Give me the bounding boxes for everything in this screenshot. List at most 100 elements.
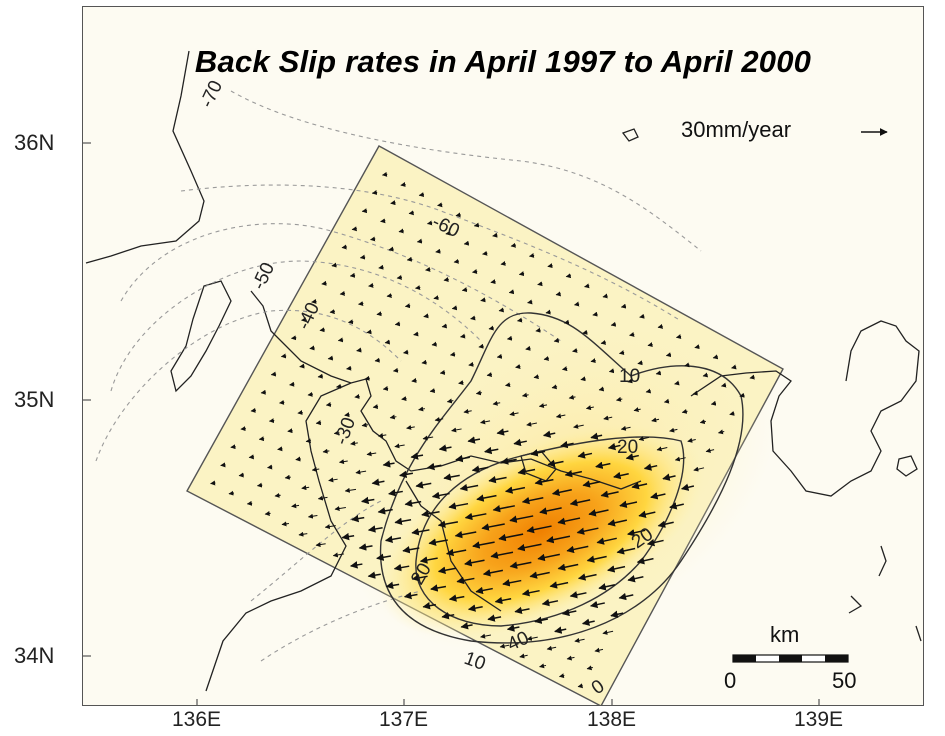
slip-vector-arrow bbox=[406, 256, 413, 262]
slip-vector-arrow bbox=[311, 298, 317, 304]
slip-vector-arrow bbox=[557, 517, 581, 525]
slip-vector-arrow bbox=[384, 535, 402, 544]
slip-vector-arrow bbox=[403, 349, 409, 355]
slip-vector-arrow bbox=[551, 488, 572, 497]
slip-vector-arrow bbox=[710, 400, 717, 406]
slip-vector-arrow bbox=[400, 182, 406, 187]
slip-vector-arrow bbox=[566, 655, 575, 661]
slip-vector-arrow bbox=[438, 444, 452, 452]
contour-label: -70 bbox=[196, 77, 227, 111]
slip-vector-arrow bbox=[337, 337, 344, 343]
slip-vector-arrow bbox=[602, 630, 614, 635]
slip-vector-arrow bbox=[317, 495, 328, 501]
slip-vector-arrow bbox=[374, 357, 380, 363]
slip-vector-arrow bbox=[620, 303, 627, 309]
slip-vector-arrow bbox=[509, 411, 519, 417]
slip-vector-arrow bbox=[681, 408, 688, 414]
slip-vector-arrow bbox=[573, 301, 580, 307]
slip-vector-arrow bbox=[645, 388, 652, 394]
slip-vector-arrow bbox=[445, 230, 451, 236]
slip-vector-arrow bbox=[598, 583, 616, 591]
slip-vector-arrow bbox=[705, 448, 715, 453]
slip-vector-arrow bbox=[656, 446, 668, 452]
slip-vector-arrow bbox=[401, 396, 407, 402]
slip-vector-arrow bbox=[332, 552, 345, 558]
slip-vector-arrow bbox=[339, 290, 346, 296]
slip-vector-arrow bbox=[541, 598, 559, 607]
slip-vector-arrow bbox=[344, 487, 357, 493]
slip-vector-arrow bbox=[473, 222, 480, 228]
slip-vector-arrow bbox=[364, 375, 370, 381]
slip-vector-arrow bbox=[358, 543, 373, 551]
slip-vector-arrow bbox=[647, 342, 653, 347]
slip-vector-arrow bbox=[411, 528, 430, 536]
slip-vector-arrow bbox=[347, 319, 354, 325]
slip-high-zone bbox=[378, 424, 704, 638]
slip-vector-arrow bbox=[586, 665, 593, 671]
slip-vector-arrow bbox=[515, 364, 521, 369]
slip-vector-arrow bbox=[335, 383, 342, 389]
slip-vector-arrow bbox=[749, 374, 755, 380]
slip-vector-arrow bbox=[396, 274, 403, 280]
slip-vector-arrow bbox=[486, 372, 493, 377]
slip-vector-arrow bbox=[475, 586, 493, 595]
slip-vector-arrow bbox=[519, 653, 528, 659]
slip-vector-arrow bbox=[416, 238, 423, 244]
contour-label: -50 bbox=[248, 259, 279, 293]
slip-vector-arrow bbox=[592, 311, 598, 317]
slip-vector-arrow bbox=[301, 485, 310, 491]
slip-vector-arrow bbox=[287, 428, 293, 434]
slip-vector-arrow bbox=[309, 345, 315, 351]
slip-vector-arrow bbox=[284, 474, 291, 480]
slip-vector-arrow bbox=[248, 454, 255, 460]
slip-vector-arrow bbox=[603, 415, 613, 421]
slip-vector-arrow bbox=[419, 556, 438, 564]
slip-vector-arrow bbox=[505, 382, 511, 388]
slip-vector-arrow bbox=[305, 438, 312, 444]
slip-vector-arrow bbox=[547, 459, 564, 467]
slip-vector-arrow bbox=[428, 538, 448, 546]
slip-vector-arrow bbox=[210, 480, 216, 486]
slip-vector-arrow bbox=[279, 399, 285, 405]
slip-vector-arrow bbox=[646, 538, 664, 547]
slip-vector-arrow bbox=[674, 380, 680, 386]
slip-vector-arrow bbox=[455, 212, 461, 218]
slip-vector-arrow bbox=[569, 498, 591, 507]
slip-vector-arrow bbox=[393, 563, 410, 572]
scale-tick-label: 50 bbox=[832, 668, 857, 693]
slip-vector-arrow bbox=[425, 266, 431, 272]
slip-vector-arrow bbox=[385, 581, 400, 590]
slip-vector-arrow bbox=[627, 575, 644, 583]
slip-vector-arrow bbox=[388, 488, 403, 497]
slip-vector-arrow bbox=[729, 410, 735, 416]
slip-vector-arrow bbox=[643, 463, 658, 471]
slip-vector-arrow bbox=[394, 321, 401, 327]
slip-vector-arrow bbox=[684, 362, 690, 368]
slip-vector-arrow bbox=[657, 323, 664, 329]
slip-vector-arrow bbox=[639, 313, 645, 319]
contour-label: 10 bbox=[619, 366, 640, 387]
slip-vector-arrow bbox=[484, 446, 499, 455]
slip-vector-arrow bbox=[367, 525, 383, 533]
slip-vector-field bbox=[210, 171, 755, 689]
slip-vector-arrow bbox=[584, 283, 590, 289]
slip-vector-arrow bbox=[526, 525, 552, 534]
slip-vector-arrow bbox=[542, 430, 556, 438]
slip-vector-arrow bbox=[526, 421, 537, 427]
slip-vector-arrow bbox=[408, 210, 414, 216]
slip-vector-arrow bbox=[451, 305, 458, 311]
slip-vector-arrow bbox=[500, 261, 506, 266]
slip-vector-arrow bbox=[669, 502, 684, 510]
slip-vector-arrow bbox=[569, 591, 587, 599]
slip-vector-arrow bbox=[355, 469, 367, 475]
slip-vector-arrow bbox=[543, 356, 550, 361]
slip-vector-arrow bbox=[535, 327, 541, 333]
slip-vector-arrow bbox=[595, 461, 611, 469]
scale-bar bbox=[732, 654, 849, 663]
slip-vector-arrow bbox=[333, 430, 340, 436]
slip-vector-arrow bbox=[453, 258, 459, 264]
slip-vector-arrow bbox=[334, 506, 346, 511]
slip-vector-arrow bbox=[361, 208, 368, 214]
slip-vector-arrow bbox=[341, 244, 347, 250]
slip-vector-arrow bbox=[546, 535, 571, 544]
